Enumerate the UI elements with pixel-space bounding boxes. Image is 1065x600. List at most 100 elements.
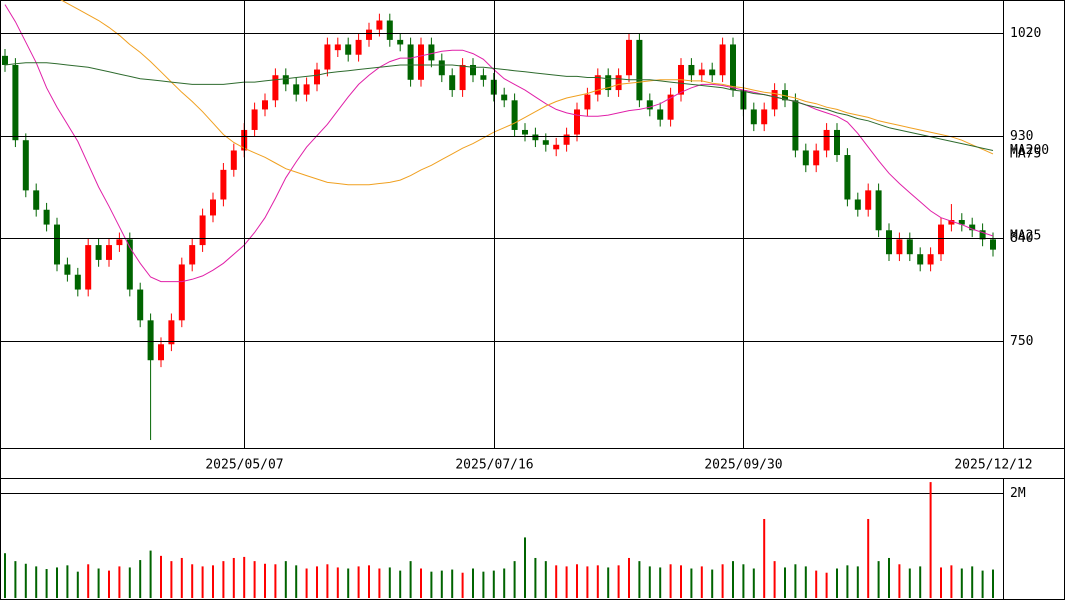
candle-body [626, 39, 632, 76]
volume-bar [971, 566, 974, 598]
volume-bar [191, 564, 194, 598]
volume-bar [430, 571, 433, 598]
volume-bar [804, 566, 807, 598]
candle-body [22, 140, 29, 191]
candle-body [938, 224, 944, 255]
volume-bar [76, 571, 79, 598]
volume-bar [149, 550, 152, 598]
volume-bar [846, 565, 849, 598]
volume-bar [607, 567, 610, 598]
volume-bar [305, 568, 308, 598]
candle-body [490, 79, 497, 95]
candle-body [480, 75, 487, 80]
volume-bar [118, 566, 121, 598]
volume-bar [784, 567, 786, 598]
volume-bar [950, 565, 953, 598]
candle-body [511, 100, 518, 130]
candle-body [137, 289, 144, 321]
candle-body [116, 239, 123, 246]
volume-bar [347, 568, 350, 598]
x-tick-label: 2025/07/16 [455, 458, 533, 473]
volume-bar [981, 570, 984, 598]
volume-bar [24, 563, 27, 598]
candle-body [397, 39, 404, 45]
volume-bar [274, 564, 277, 598]
candle-body [355, 39, 362, 55]
volume-bar [4, 553, 6, 598]
volume-bar [97, 568, 100, 598]
candle-body [636, 39, 643, 101]
y-tick-label: 930 [1010, 129, 1033, 144]
y-tick-label: 2M [1010, 486, 1026, 501]
volume-bar [35, 566, 38, 598]
volume-bar [160, 555, 162, 598]
candle-body [615, 75, 622, 91]
candle-body [189, 245, 196, 265]
candle-body [719, 44, 726, 76]
candle-body [64, 264, 71, 275]
candle-body [542, 140, 549, 145]
volume-bar [544, 561, 547, 598]
candle-body [470, 64, 476, 76]
y-tick-label: 1020 [1010, 26, 1041, 41]
volume-bar [815, 570, 818, 598]
candle-body [501, 94, 508, 101]
candle-body [709, 69, 716, 76]
volume-bar [752, 568, 755, 598]
volume-bar [732, 561, 734, 598]
volume-bar [357, 566, 360, 598]
volume-bar [180, 557, 183, 598]
candle-body [761, 109, 768, 125]
candle-body [106, 245, 112, 260]
volume-bar [773, 561, 776, 598]
x-tick-label: 2025/09/30 [704, 458, 782, 473]
volume-bar [929, 482, 932, 598]
moving-average [4, 4, 994, 283]
candle-body [366, 29, 372, 40]
candle-body [282, 75, 289, 85]
candle-body [834, 129, 840, 156]
volume-bar [212, 565, 214, 598]
volume-bar [492, 570, 495, 598]
candle-body [553, 144, 560, 150]
volume-bar [253, 561, 256, 598]
volume-bar [368, 565, 370, 598]
volume-bar [919, 566, 922, 598]
volume-bar [139, 560, 142, 598]
candle-body [43, 209, 50, 225]
candle-body [698, 69, 705, 76]
volume-bar [763, 518, 766, 598]
volume-bar [555, 565, 558, 598]
candle-body [688, 64, 695, 76]
volume-bar [170, 561, 173, 598]
candle-body [85, 245, 92, 290]
volume-bar [638, 561, 641, 598]
volume-bar [888, 557, 890, 598]
candle-body [33, 190, 40, 210]
candle-body [667, 94, 674, 120]
candle-body [646, 100, 653, 110]
volume-bar [87, 564, 90, 598]
candle-body [407, 44, 414, 80]
volume-bar [992, 569, 994, 598]
candle-body [459, 64, 466, 91]
candle-body [584, 94, 591, 110]
volume-bar [940, 567, 942, 598]
volume-bar [326, 564, 329, 598]
y-tick-label: 750 [1010, 334, 1033, 349]
candle-body [563, 134, 570, 145]
candle-body [293, 84, 300, 95]
candle-body [594, 75, 601, 95]
candle-body [865, 190, 872, 210]
volume-bar [420, 568, 422, 598]
candle-body [522, 129, 528, 135]
volume-bar [284, 561, 287, 598]
candle-body [199, 215, 206, 246]
volume-bar [721, 564, 724, 598]
candle-body [792, 100, 799, 151]
candle-body [324, 44, 331, 70]
volume-bar [565, 566, 568, 598]
candle-body [948, 220, 955, 225]
candle-body [438, 60, 445, 76]
